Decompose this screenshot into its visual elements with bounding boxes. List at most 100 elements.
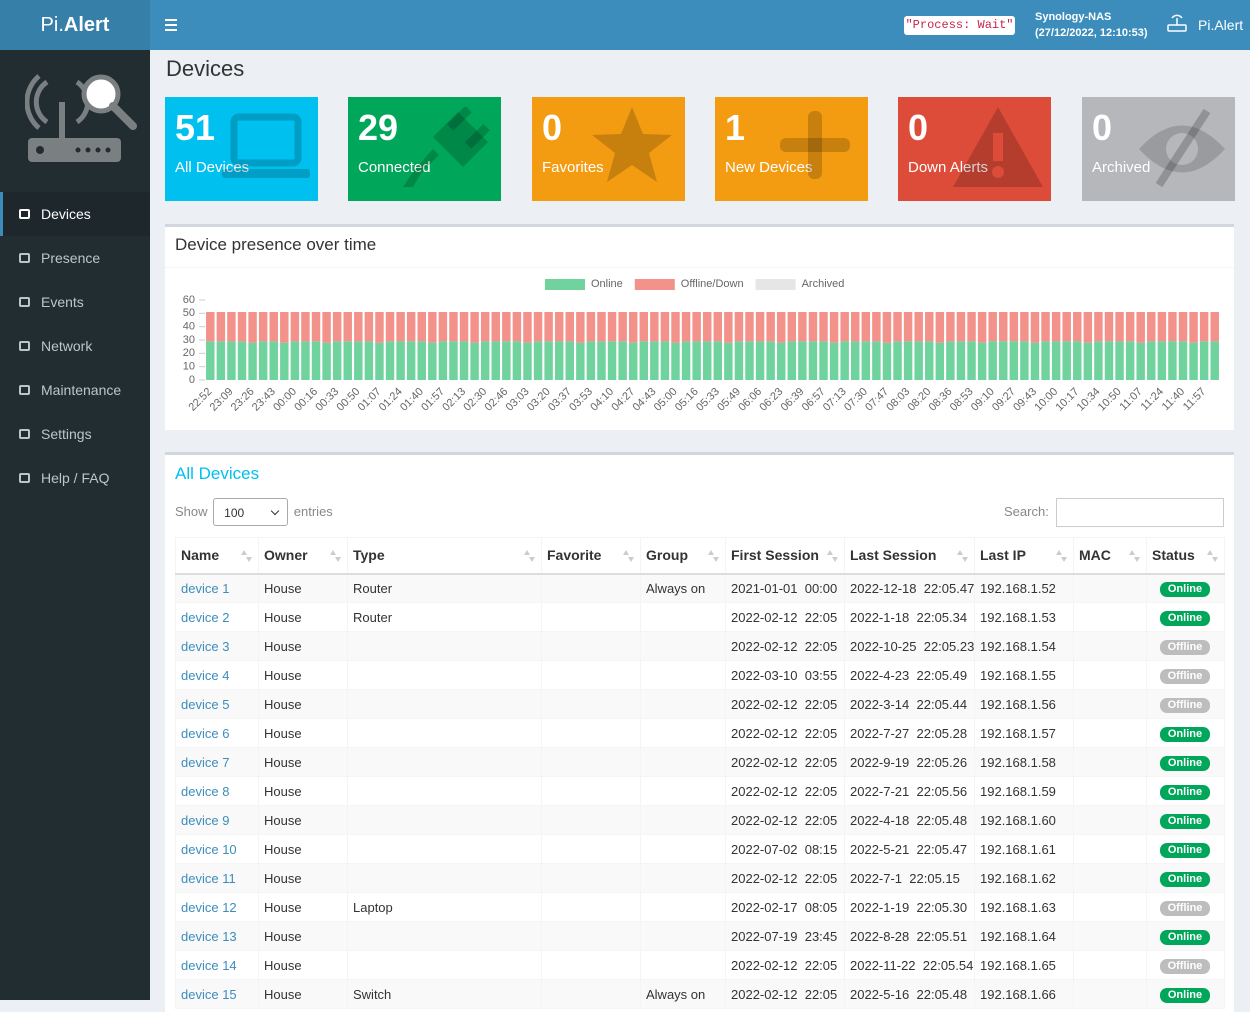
legend-swatch — [755, 279, 796, 290]
legend-swatch — [634, 279, 675, 290]
column-header[interactable]: Last IP — [974, 537, 1074, 575]
table-cell: 2022-3-14 22:05.44 — [844, 689, 975, 719]
bar-segment — [311, 341, 321, 380]
process-status: "Process: Wait" — [904, 16, 1015, 35]
bar-segment — [903, 312, 913, 342]
column-header[interactable]: Last Session — [844, 537, 975, 575]
cell-text: House — [264, 899, 302, 915]
device-link[interactable]: device 10 — [181, 841, 237, 857]
table-cell — [640, 834, 726, 864]
x-tick-label: 03:37 — [546, 386, 574, 414]
y-tick-label: 30 — [183, 334, 195, 346]
user-name[interactable]: Pi.Alert — [1198, 17, 1244, 33]
bar-segment — [258, 341, 268, 380]
column-header[interactable]: Type — [347, 537, 542, 575]
bar-segment — [956, 312, 966, 342]
bar-segment — [565, 312, 574, 342]
bar-segment — [512, 312, 522, 342]
column-header[interactable]: Owner — [258, 537, 348, 575]
x-tick-label: 09:43 — [1011, 386, 1039, 414]
x-tick-label: 00:50 — [335, 386, 363, 414]
bar-segment — [406, 312, 416, 342]
bar-segment — [459, 341, 469, 380]
table-cell: 192.168.1.54 — [974, 631, 1074, 661]
device-link[interactable]: device 11 — [181, 870, 236, 886]
bar-segment — [1073, 312, 1082, 342]
bar-segment — [840, 312, 849, 342]
table-cell: Always on — [640, 573, 726, 603]
device-link[interactable]: device 15 — [181, 986, 237, 1002]
stat-card[interactable]: 0 Favorites — [532, 97, 685, 201]
cell-text: 192.168.1.62 — [980, 870, 1056, 886]
bar-segment — [385, 312, 395, 342]
table-cell — [640, 892, 726, 922]
table-cell: 192.168.1.59 — [974, 776, 1074, 806]
bar-segment — [628, 312, 638, 343]
device-link[interactable]: device 6 — [181, 725, 230, 741]
bar-segment — [554, 341, 564, 380]
bar-segment — [702, 341, 712, 380]
cell-text: House — [264, 638, 302, 654]
stat-card[interactable]: 51 All Devices — [165, 97, 318, 201]
logo[interactable]: Pi.Alert — [0, 0, 150, 50]
nav-item[interactable]: Devices — [0, 192, 150, 236]
sort-icon — [1056, 550, 1067, 562]
column-header[interactable]: Name — [175, 537, 259, 575]
bar-segment — [692, 341, 701, 380]
device-link[interactable]: device 14 — [181, 957, 237, 973]
cell-text: Laptop — [353, 899, 393, 915]
search-input[interactable] — [1056, 498, 1224, 527]
stat-card[interactable]: 1 New Devices — [715, 97, 868, 201]
nav-item[interactable]: Network — [0, 324, 150, 368]
device-link[interactable]: device 7 — [181, 754, 230, 770]
chart-title: Device presence over time — [175, 235, 377, 254]
device-link[interactable]: device 8 — [181, 783, 230, 799]
nav-item[interactable]: Presence — [0, 236, 150, 280]
column-label: First Session — [731, 547, 819, 564]
timestamp: (27/12/2022, 12:10:53) — [1035, 27, 1148, 39]
length-select[interactable]: 100 — [213, 498, 289, 526]
stat-card[interactable]: 29 Connected — [348, 97, 501, 201]
device-link[interactable]: device 3 — [181, 638, 230, 654]
menu-toggle[interactable] — [165, 19, 177, 31]
nav-label: Help / FAQ — [41, 470, 110, 486]
nav-item[interactable]: Settings — [0, 412, 150, 456]
bar-segment — [417, 312, 426, 342]
column-header[interactable]: Group — [640, 537, 726, 575]
bar-segment — [893, 341, 902, 380]
top-bar — [0, 0, 1250, 50]
nav-item[interactable]: Maintenance — [0, 368, 150, 412]
cell-text: 192.168.1.64 — [980, 928, 1056, 944]
bar-segment — [491, 312, 500, 342]
bar-segment — [925, 312, 934, 342]
x-tick-label: 11:24 — [1139, 386, 1166, 413]
device-link[interactable]: device 4 — [181, 667, 230, 683]
column-header[interactable]: Favorite — [541, 537, 641, 575]
column-header[interactable]: Status — [1146, 537, 1225, 575]
stat-label: Connected — [358, 159, 431, 176]
nav-item[interactable]: Help / FAQ — [0, 456, 150, 500]
x-tick-label: 01:40 — [398, 386, 426, 414]
column-header[interactable]: MAC — [1073, 537, 1147, 575]
device-link[interactable]: device 1 — [181, 580, 230, 596]
table-cell: Online — [1146, 747, 1225, 777]
sort-icon — [708, 550, 719, 562]
table-cell: Online — [1146, 863, 1225, 893]
status-badge: Online — [1160, 726, 1210, 742]
cell-text: House — [264, 812, 302, 828]
nav-item[interactable]: Events — [0, 280, 150, 324]
bar-segment — [1136, 342, 1145, 380]
bar-segment — [375, 342, 384, 380]
device-link[interactable]: device 12 — [181, 899, 237, 915]
stat-card[interactable]: 0 Archived — [1082, 97, 1235, 201]
x-tick-label: 02:13 — [440, 386, 468, 414]
column-header[interactable]: First Session — [725, 537, 845, 575]
x-tick-label: 07:30 — [842, 386, 870, 414]
device-link[interactable]: device 2 — [181, 609, 230, 625]
device-link[interactable]: device 5 — [181, 696, 230, 712]
sort-icon — [623, 550, 634, 562]
device-link[interactable]: device 9 — [181, 812, 230, 828]
device-link[interactable]: device 13 — [181, 928, 237, 944]
bar-segment — [681, 341, 691, 380]
stat-card[interactable]: 0 Down Alerts — [898, 97, 1051, 201]
